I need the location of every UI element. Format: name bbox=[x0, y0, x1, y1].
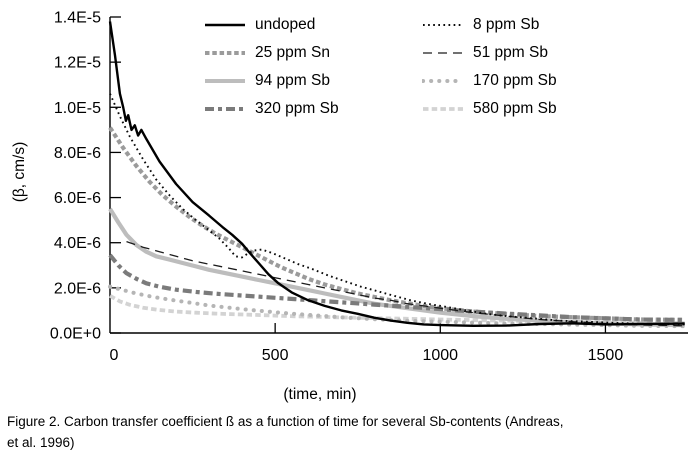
x-tick-label: 1000 bbox=[422, 347, 458, 364]
series-51-ppm-sb bbox=[126, 240, 685, 327]
legend-item-51-ppm-sb: 51 ppm Sb bbox=[422, 44, 557, 62]
legend-item-8-ppm-sb: 8 ppm Sb bbox=[422, 16, 557, 34]
legend-label: 320 ppm Sb bbox=[255, 100, 339, 117]
series-94-ppm-sb bbox=[108, 207, 685, 328]
x-axis-label: (time, min) bbox=[283, 386, 357, 403]
y-tick-label: 1.0E-5 bbox=[54, 100, 101, 117]
legend-swatch-25-ppm-sn bbox=[205, 51, 245, 55]
legend-label: 8 ppm Sb bbox=[473, 16, 540, 33]
legend-swatch-170-ppm-sb bbox=[422, 79, 464, 83]
legend-label: undoped bbox=[255, 16, 316, 33]
legend-label: 25 ppm Sn bbox=[255, 44, 330, 61]
y-axis-label: (β, cm/s) bbox=[11, 141, 28, 203]
series-320-ppm-sb bbox=[108, 253, 685, 322]
y-tick-label: 0.0E+0 bbox=[50, 326, 101, 343]
caption-line-1: Figure 2. Carbon transfer coefficient ß … bbox=[7, 414, 564, 429]
caption-line-2: et al. 1996) bbox=[7, 435, 75, 450]
chart-legend: undoped 8 ppm Sb 25 ppm Sn 51 ppm Sb 94 ppm … bbox=[204, 16, 557, 118]
legend-swatch-580-ppm-sb bbox=[423, 107, 463, 111]
legend-item-580-ppm-sb: 580 ppm Sb bbox=[422, 100, 557, 118]
legend-swatch-undoped bbox=[205, 23, 245, 27]
legend-label: 170 ppm Sb bbox=[473, 72, 557, 89]
x-tick-label: 1500 bbox=[588, 347, 624, 364]
y-tick-label: 2.0E-6 bbox=[54, 280, 101, 297]
legend-item-undoped: undoped bbox=[204, 16, 422, 34]
series-25-ppm-sn bbox=[108, 126, 685, 322]
y-tick-label: 8.0E-6 bbox=[54, 145, 101, 162]
y-tick-label: 1.4E-5 bbox=[54, 10, 101, 27]
legend-item-170-ppm-sb: 170 ppm Sb bbox=[422, 72, 557, 90]
y-tick-label: 1.2E-5 bbox=[54, 55, 101, 72]
legend-label: 51 ppm Sb bbox=[473, 44, 548, 61]
figure-caption: Figure 2. Carbon transfer coefficient ß … bbox=[7, 411, 690, 453]
legend-swatch-51-ppm-sb bbox=[423, 52, 463, 54]
chart-svg: 0.0E+0 2.0E-6 4.0E-6 6.0E-6 8.0E-6 1.0E-5 1.2E… bbox=[50, 10, 688, 364]
y-tick-label: 4.0E-6 bbox=[54, 235, 101, 252]
legend-item-25-ppm-sn: 25 ppm Sn bbox=[204, 44, 422, 62]
legend-item-94-ppm-sb: 94 ppm Sb bbox=[204, 72, 422, 90]
x-tick-label: 500 bbox=[262, 347, 289, 364]
x-tick-label: 0 bbox=[110, 347, 119, 364]
legend-swatch-94-ppm-sb bbox=[205, 79, 245, 83]
series-170-ppm-sb bbox=[108, 284, 687, 329]
legend-swatch-320-ppm-sb bbox=[205, 107, 245, 111]
legend-swatch-8-ppm-sb bbox=[423, 24, 463, 26]
legend-item-320-ppm-sb: 320 ppm Sb bbox=[204, 100, 422, 118]
series-8-ppm-sb bbox=[109, 93, 685, 326]
series-undoped bbox=[108, 21, 685, 327]
y-tick-label: 6.0E-6 bbox=[54, 190, 101, 207]
legend-label: 580 ppm Sb bbox=[473, 100, 557, 117]
legend-label: 94 ppm Sb bbox=[255, 72, 330, 89]
